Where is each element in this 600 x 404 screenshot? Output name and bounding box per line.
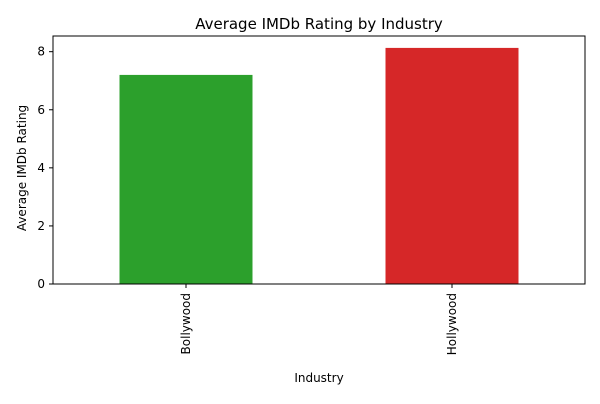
plot-frame [52,35,586,285]
y-tick-label: 8 [37,45,45,59]
y-tick-label: 4 [37,161,45,175]
y-tick-label: 2 [37,219,45,233]
bar-bollywood [119,74,253,284]
bar-hollywood [385,47,519,284]
x-axis-label: Industry [294,371,343,385]
y-tick-label: 0 [37,277,45,291]
y-tick-label: 6 [37,103,45,117]
chart-title: Average IMDb Rating by Industry [195,15,443,33]
x-tick-label: Hollywood [445,293,459,355]
x-tick-label: Bollywood [179,293,193,354]
y-axis-label: Average IMDb Rating [15,105,29,231]
bars-layer [119,47,519,284]
ticks-layer: Bollywood Hollywood 0 2 4 6 8 [37,45,459,356]
